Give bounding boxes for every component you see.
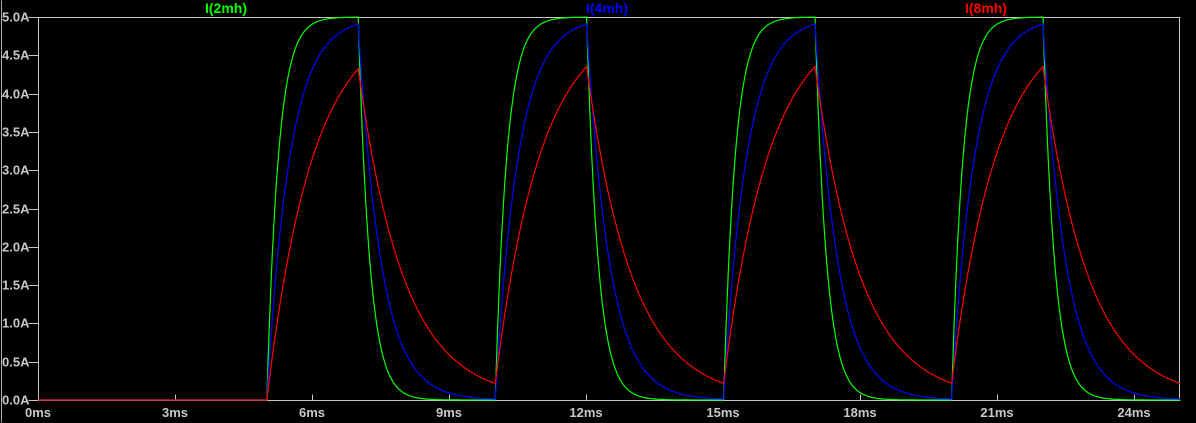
y-tick-label: 1.5A: [2, 278, 30, 293]
trace-label-i8mh[interactable]: I(8mh): [965, 0, 1007, 16]
x-tick-label: 6ms: [299, 405, 325, 420]
traces-layer: [38, 16, 1181, 401]
trace-i2mh: [38, 16, 1180, 401]
x-tick-label: 0ms: [25, 405, 51, 420]
y-tick-label: 1.0A: [2, 316, 30, 331]
axis-tick-labels: 0ms 3ms 6ms 9ms 12ms 15ms 18ms 21ms 24ms 5.0A 4.5A…: [2, 10, 1151, 421]
x-tick-label: 3ms: [162, 405, 188, 420]
trace-label-i4mh[interactable]: I(4mh): [586, 0, 628, 16]
y-tick-label: 3.5A: [2, 125, 30, 140]
x-tick-label: 18ms: [843, 405, 876, 420]
x-tick-label: 12ms: [569, 405, 602, 420]
y-tick-label: 4.5A: [2, 48, 30, 63]
y-tick-label: 0.0A: [2, 393, 30, 408]
y-tick-label: 2.5A: [2, 202, 30, 217]
y-tick-label: 3.0A: [2, 163, 30, 178]
y-tick-label: 5.0A: [2, 10, 30, 25]
y-tick-label: 2.0A: [2, 240, 30, 255]
x-tick-label: 15ms: [706, 405, 739, 420]
x-tick-label: 21ms: [980, 405, 1013, 420]
y-tick-label: 4.0A: [2, 87, 30, 102]
y-tick-label: 0.5A: [2, 355, 30, 370]
axis-ticks: [28, 17, 1135, 401]
x-tick-label: 24ms: [1117, 405, 1150, 420]
trace-label-i2mh[interactable]: I(2mh): [205, 0, 247, 16]
trace-i8mh: [38, 65, 1181, 401]
x-tick-label: 9ms: [436, 405, 462, 420]
